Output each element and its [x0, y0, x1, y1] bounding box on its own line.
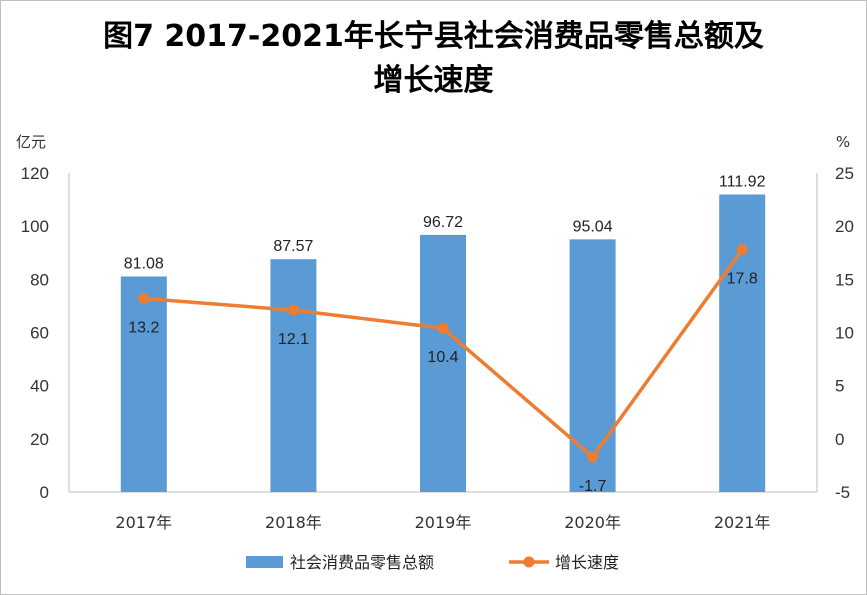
category-label: 2017年 [115, 513, 172, 532]
growth-value-label: 17.8 [727, 271, 758, 288]
category-label: 2020年 [564, 513, 621, 532]
left-tick-label: 100 [21, 217, 49, 236]
growth-value-label: -1.7 [579, 478, 607, 495]
left-tick-label: 120 [21, 164, 49, 183]
bar [120, 276, 167, 492]
legend-bar-swatch [246, 556, 283, 568]
left-axis-unit: 亿元 [16, 133, 46, 151]
right-tick-label: 15 [835, 270, 854, 289]
category-label: 2019年 [415, 513, 472, 532]
bar [270, 259, 317, 492]
right-tick-label: 20 [835, 217, 854, 236]
bar-value-label: 87.57 [273, 238, 313, 255]
growth-point [736, 244, 748, 256]
growth-point [138, 292, 150, 304]
growth-value-label: 10.4 [427, 349, 458, 366]
category-label: 2018年 [265, 513, 322, 532]
chart-title: 图7 2017-2021年长宁县社会消费品零售总额及 增长速度 [1, 15, 866, 103]
bar-value-label: 81.08 [124, 255, 164, 272]
category-label: 2021年 [714, 513, 771, 532]
bar-value-label: 95.04 [573, 218, 613, 235]
chart-title-line2: 增长速度 [373, 63, 494, 98]
left-tick-label: 20 [30, 430, 49, 449]
legend-line-label: 增长速度 [555, 553, 619, 572]
bar [719, 194, 766, 492]
right-tick-label: -5 [835, 483, 850, 502]
chart-title-line1: 图7 2017-2021年长宁县社会消费品零售总额及 [103, 19, 764, 54]
legend-bar-label: 社会消费品零售总额 [290, 553, 434, 572]
bar [420, 234, 466, 493]
right-tick-label: 10 [835, 324, 854, 343]
growth-point [587, 451, 599, 463]
growth-point [287, 304, 299, 316]
legend-line-marker [523, 556, 535, 568]
bar-value-label: 111.92 [719, 173, 766, 190]
right-tick-label: 25 [835, 164, 854, 183]
growth-value-label: 13.2 [128, 319, 159, 336]
bar [569, 239, 616, 492]
left-tick-label: 80 [30, 270, 49, 289]
bar-value-label: 96.72 [423, 214, 463, 231]
left-tick-label: 0 [40, 483, 49, 502]
right-tick-label: 5 [835, 377, 844, 396]
left-tick-label: 60 [30, 324, 49, 343]
growth-value-label: 12.1 [278, 331, 309, 348]
growth-point [437, 322, 449, 334]
right-tick-label: 0 [835, 430, 844, 449]
right-axis-unit: % [836, 133, 850, 151]
left-tick-label: 40 [30, 377, 49, 396]
